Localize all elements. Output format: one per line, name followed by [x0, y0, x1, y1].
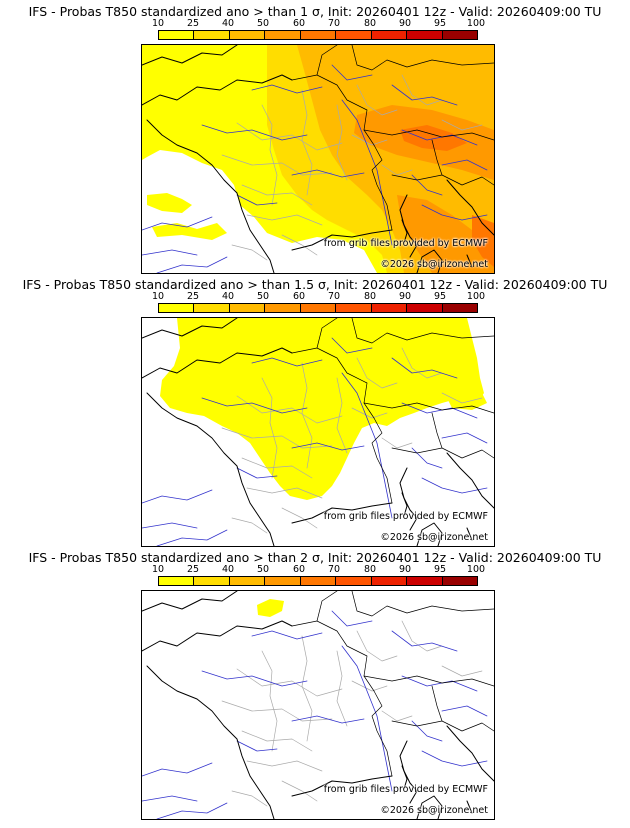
legend-swatch	[300, 577, 337, 585]
legend-labels: 10 25 40 50 60 70 80 90 95 100	[152, 564, 485, 575]
legend-colorbar	[158, 30, 478, 40]
legend-swatch	[336, 577, 372, 585]
legend-label: 50	[256, 18, 270, 29]
legend-swatch	[159, 304, 195, 312]
legend-swatch	[265, 31, 301, 39]
legend-labels: 10 25 40 50 60 70 80 90 95 100	[152, 18, 485, 29]
legend-swatch	[229, 304, 266, 312]
legend-swatch	[407, 31, 443, 39]
legend-colorbar	[158, 576, 478, 586]
data-source-credit: from grib files provided by ECMWF	[323, 238, 488, 249]
legend-label: 70	[327, 18, 341, 29]
legend-swatch	[300, 31, 337, 39]
copyright-credit: ©2026 sb@irizone.net	[380, 805, 488, 816]
legend-label: 80	[363, 291, 377, 302]
legend-swatch	[194, 31, 230, 39]
probability-map: from grib files provided by ECMWF ©2026 …	[141, 590, 495, 820]
legend-label: 90	[398, 564, 412, 575]
legend-label: 25	[186, 564, 200, 575]
legend-swatch	[371, 577, 408, 585]
copyright-credit: ©2026 sb@irizone.net	[380, 532, 488, 543]
legend-swatch	[300, 304, 337, 312]
legend-label: 100	[466, 18, 486, 29]
legend-swatch	[159, 31, 195, 39]
legend-swatch	[442, 304, 477, 312]
legend-swatch	[336, 31, 372, 39]
legend-label: 80	[363, 564, 377, 575]
legend-label: 10	[151, 18, 165, 29]
data-source-credit: from grib files provided by ECMWF	[323, 511, 488, 522]
legend-label: 80	[363, 18, 377, 29]
legend-label: 60	[292, 18, 306, 29]
legend-swatch	[407, 304, 443, 312]
legend-swatch	[265, 304, 301, 312]
legend-label: 60	[292, 564, 306, 575]
legend-swatch	[265, 577, 301, 585]
legend-swatch	[442, 31, 477, 39]
legend-swatch	[159, 577, 195, 585]
copyright-credit: ©2026 sb@irizone.net	[380, 259, 488, 270]
legend-label: 40	[221, 291, 235, 302]
legend-swatch	[194, 577, 230, 585]
probability-field	[160, 318, 487, 500]
legend-label: 90	[398, 291, 412, 302]
legend-swatch	[371, 31, 408, 39]
panel-title: IFS - Probas T850 standardized ano > tha…	[22, 277, 608, 292]
map-panel-1: IFS - Probas T850 standardized ano > tha…	[0, 4, 630, 276]
data-source-credit: from grib files provided by ECMWF	[323, 784, 488, 795]
probability-field	[257, 599, 284, 617]
legend-label: 95	[433, 564, 447, 575]
legend-label: 40	[221, 564, 235, 575]
legend-label: 40	[221, 18, 235, 29]
legend-label: 70	[327, 291, 341, 302]
legend-swatch	[229, 577, 266, 585]
panel-title: IFS - Probas T850 standardized ano > tha…	[28, 550, 602, 565]
legend-swatch	[442, 577, 477, 585]
legend-label: 90	[398, 18, 412, 29]
map-panel-2: IFS - Probas T850 standardized ano > tha…	[0, 277, 630, 549]
legend-label: 25	[186, 18, 200, 29]
probability-map: from grib files provided by ECMWF ©2026 …	[141, 317, 495, 547]
legend-label: 50	[256, 564, 270, 575]
legend-label: 50	[256, 291, 270, 302]
legend-label: 25	[186, 291, 200, 302]
legend-label: 100	[466, 564, 486, 575]
legend-labels: 10 25 40 50 60 70 80 90 95 100	[152, 291, 485, 302]
panel-title: IFS - Probas T850 standardized ano > tha…	[28, 4, 602, 19]
legend-label: 10	[151, 291, 165, 302]
legend-label: 95	[433, 18, 447, 29]
legend-label: 95	[433, 291, 447, 302]
legend-swatch	[371, 304, 408, 312]
legend-swatch	[229, 31, 266, 39]
legend-label: 70	[327, 564, 341, 575]
legend-label: 60	[292, 291, 306, 302]
probability-field	[142, 45, 494, 273]
legend-swatch	[407, 577, 443, 585]
legend-label: 10	[151, 564, 165, 575]
map-panel-3: IFS - Probas T850 standardized ano > tha…	[0, 550, 630, 822]
legend-swatch	[194, 304, 230, 312]
probability-map: from grib files provided by ECMWF ©2026 …	[141, 44, 495, 274]
legend-label: 100	[466, 291, 486, 302]
legend-colorbar	[158, 303, 478, 313]
legend-swatch	[336, 304, 372, 312]
